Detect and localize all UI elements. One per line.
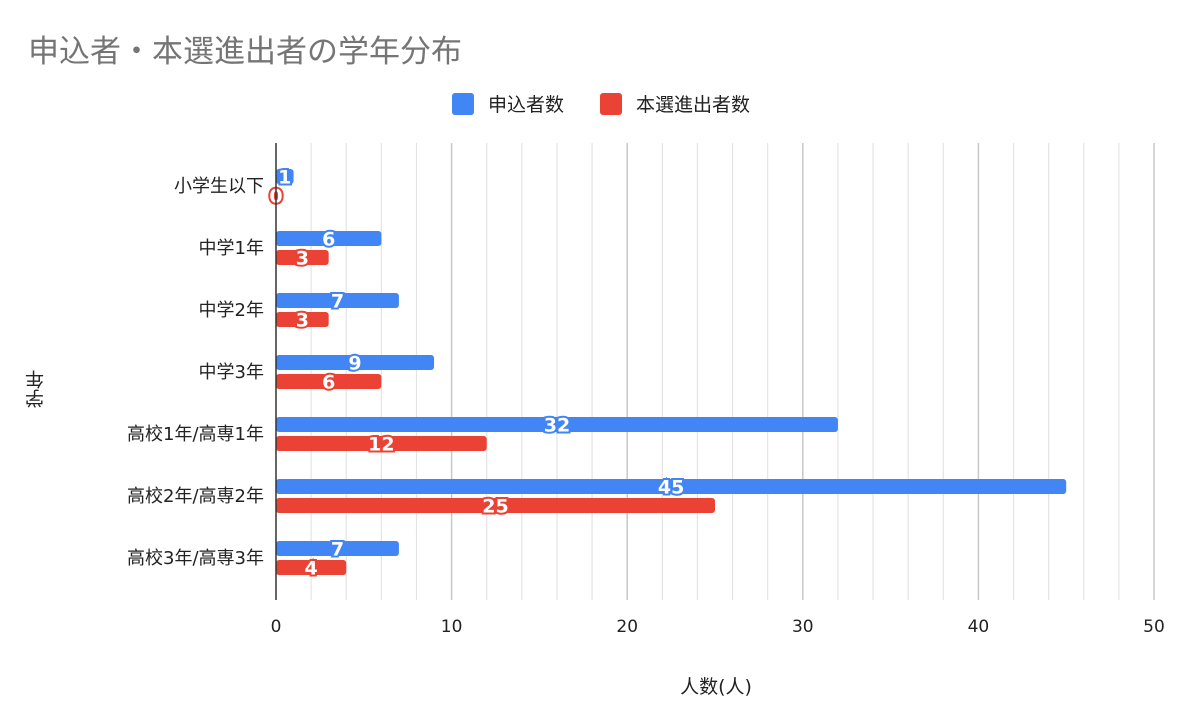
x-tick-label: 0 <box>271 617 282 637</box>
bar-applicants <box>276 541 399 556</box>
y-tick-label: 中学2年 <box>199 300 264 321</box>
data-label: 4 <box>305 558 318 580</box>
bar-applicants <box>276 169 294 184</box>
y-tick-label: 高校2年/高専2年 <box>127 486 264 507</box>
legend-swatch-finalists <box>600 92 622 115</box>
data-label: 32 <box>544 415 570 437</box>
chart-title: 申込者・本選進出者の学年分布 <box>28 34 462 70</box>
y-tick-label: 高校3年/高専3年 <box>127 548 264 569</box>
data-label: 12 <box>368 434 394 456</box>
x-tick-label: 10 <box>441 617 463 637</box>
legend-item-finalists: 本選進出者数 <box>600 90 750 117</box>
bar-finalists <box>276 560 347 575</box>
data-label: 9 <box>348 353 361 375</box>
data-label: 7 <box>331 291 344 313</box>
x-tick-label: 50 <box>1143 617 1165 637</box>
x-axis-title: 人数(人) <box>680 676 752 698</box>
bar-applicants <box>276 479 1067 494</box>
data-label: 7 <box>331 539 344 561</box>
y-tick-label: 高校1年/高専1年 <box>127 424 264 445</box>
legend-item-applicants: 申込者数 <box>451 90 564 117</box>
data-label: 3 <box>296 310 309 332</box>
data-label: 1 <box>278 167 291 189</box>
legend: 申込者数 本選進出者数 <box>0 90 1182 117</box>
y-tick-label: 中学3年 <box>199 362 264 383</box>
data-label: 6 <box>322 372 335 394</box>
bar-finalists <box>276 436 487 451</box>
bar-finalists <box>276 312 329 327</box>
bar-applicants <box>276 355 435 370</box>
y-tick-label: 小学生以下 <box>174 176 264 197</box>
legend-label-applicants: 申込者数 <box>487 94 564 116</box>
data-label: 45 <box>658 477 684 499</box>
y-tick-label: 中学1年 <box>199 238 264 259</box>
bar-finalists <box>276 498 715 513</box>
bar-finalists <box>276 250 329 265</box>
x-tick-label: 40 <box>968 617 990 637</box>
legend-label-finalists: 本選進出者数 <box>636 94 751 116</box>
data-label: 25 <box>482 496 508 518</box>
bar-applicants <box>276 293 399 308</box>
x-tick-label: 30 <box>792 617 814 637</box>
bar-finalists <box>276 374 382 389</box>
legend-swatch-applicants <box>451 92 474 115</box>
bar-applicants <box>276 417 838 432</box>
y-axis-title: 学年 <box>25 370 47 408</box>
data-label: 6 <box>322 229 335 251</box>
data-label: 3 <box>296 248 309 270</box>
x-tick-label: 20 <box>616 617 638 637</box>
bar-applicants <box>276 231 382 246</box>
